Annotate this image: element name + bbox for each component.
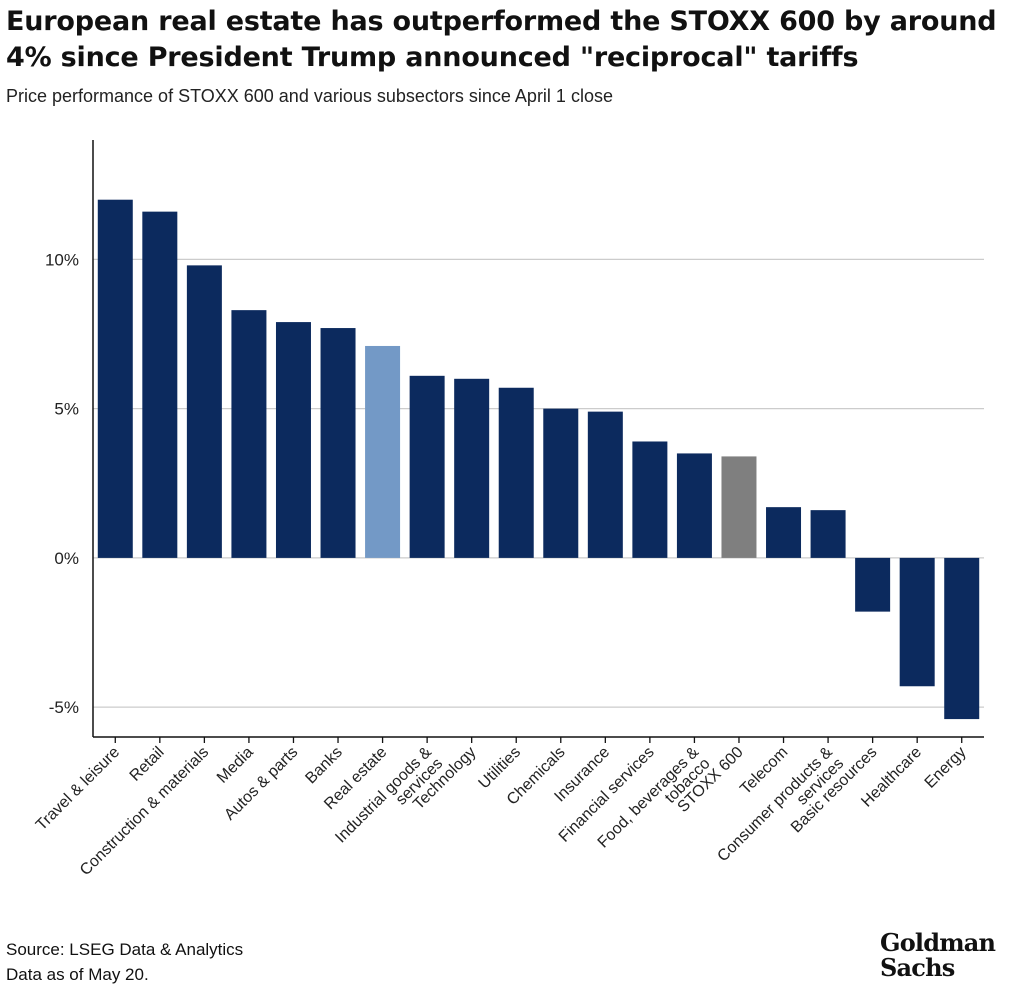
x-tick-label-line: Media bbox=[214, 744, 257, 787]
x-tick-label: Retail bbox=[127, 744, 168, 785]
gridlines bbox=[93, 258, 984, 708]
bar-media bbox=[231, 310, 267, 558]
y-tick-label: 0% bbox=[54, 549, 79, 568]
x-tick-label-line: Retail bbox=[127, 744, 168, 785]
bar-telecom bbox=[766, 507, 802, 558]
bar-stoxx-600 bbox=[721, 456, 757, 558]
bar-utilities bbox=[498, 387, 534, 558]
bar-energy bbox=[944, 557, 980, 720]
x-tick-label: Energy bbox=[922, 744, 970, 792]
bar-food-beverages-tobacco bbox=[676, 453, 712, 558]
bar-technology bbox=[454, 378, 490, 558]
bar-insurance bbox=[587, 411, 623, 558]
y-tick-label: -5% bbox=[49, 698, 79, 717]
y-tick-labels: -5% 0% 5% 10% bbox=[45, 250, 79, 717]
x-tick-label-line: Banks bbox=[302, 744, 345, 787]
bar-real-estate bbox=[365, 345, 401, 558]
y-tick-label: 5% bbox=[54, 400, 79, 419]
bar-construction-materials bbox=[186, 265, 222, 558]
axes bbox=[92, 140, 984, 743]
source-line: Source: LSEG Data & Analytics bbox=[6, 940, 244, 959]
bar-travel-leisure bbox=[97, 199, 133, 558]
bars bbox=[97, 199, 980, 720]
bar-retail bbox=[142, 211, 178, 558]
bar-financial-services bbox=[632, 441, 668, 558]
source-note: Source: LSEG Data & Analytics Data as of… bbox=[6, 937, 243, 987]
bar-chemicals bbox=[543, 408, 579, 558]
bar-consumer-products-services bbox=[810, 510, 846, 558]
chart-subtitle: Price performance of STOXX 600 and vario… bbox=[6, 86, 613, 106]
bar-autos-parts bbox=[275, 322, 311, 558]
bar-healthcare bbox=[899, 557, 935, 687]
data-date-line: Data as of May 20. bbox=[6, 965, 149, 984]
logo-line-1: Goldman bbox=[880, 928, 996, 957]
bar-basic-resources bbox=[855, 557, 891, 612]
logo-line-2: Sachs bbox=[880, 953, 955, 982]
x-tick-label: Banks bbox=[302, 744, 345, 787]
x-tick-label-line: Travel & leisure bbox=[33, 744, 123, 834]
bar-banks bbox=[320, 328, 356, 558]
bar-chart: -5% 0% 5% 10% Travel & leisure RetailConstru… bbox=[33, 140, 984, 879]
chart-title: European real estate has outperformed th… bbox=[6, 6, 997, 73]
y-tick-label: 10% bbox=[45, 250, 79, 269]
goldman-sachs-logo: Goldman Sachs bbox=[880, 930, 1010, 980]
x-tick-label: Travel & leisure bbox=[33, 744, 123, 834]
bar-industrial-goods-services bbox=[409, 375, 445, 558]
x-tick-label-line: Energy bbox=[922, 744, 970, 792]
x-tick-label: Media bbox=[214, 744, 257, 787]
